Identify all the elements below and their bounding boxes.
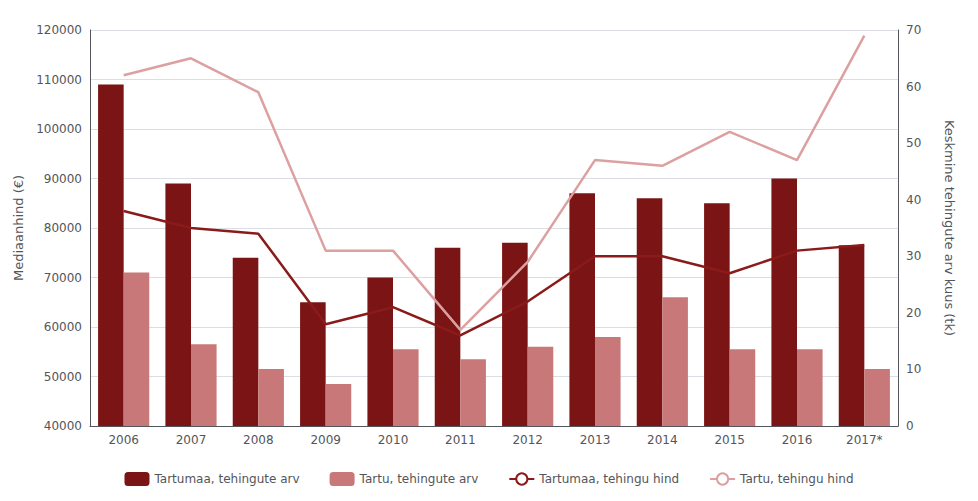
svg-text:Tartu, tehingu hind: Tartu, tehingu hind: [739, 472, 853, 486]
svg-text:2006: 2006: [108, 433, 139, 447]
svg-text:2014: 2014: [647, 433, 678, 447]
svg-text:Tartumaa, tehingute arv: Tartumaa, tehingute arv: [153, 472, 299, 486]
svg-text:Tartumaa, tehingu hind: Tartumaa, tehingu hind: [538, 472, 679, 486]
svg-text:30: 30: [906, 249, 921, 263]
svg-text:60000: 60000: [44, 320, 82, 334]
svg-text:2012: 2012: [512, 433, 543, 447]
svg-text:2007: 2007: [176, 433, 207, 447]
svg-text:2008: 2008: [243, 433, 274, 447]
svg-text:2016: 2016: [782, 433, 813, 447]
svg-text:Mediaanhind (€): Mediaanhind (€): [11, 175, 26, 281]
svg-text:110000: 110000: [36, 73, 82, 87]
svg-text:70000: 70000: [44, 271, 82, 285]
svg-text:2011: 2011: [445, 433, 476, 447]
svg-text:90000: 90000: [44, 172, 82, 186]
svg-text:50000: 50000: [44, 370, 82, 384]
svg-text:70: 70: [906, 23, 921, 37]
svg-text:2017*: 2017*: [846, 433, 883, 447]
svg-text:Tartu, tehingute arv: Tartu, tehingute arv: [359, 472, 479, 486]
svg-text:60: 60: [906, 80, 921, 94]
svg-text:40: 40: [906, 193, 921, 207]
svg-text:0: 0: [906, 419, 914, 433]
svg-text:Keskmine tehingute arv kuus (t: Keskmine tehingute arv kuus (tk): [942, 120, 957, 336]
svg-text:2015: 2015: [714, 433, 745, 447]
svg-text:2010: 2010: [378, 433, 409, 447]
svg-text:2009: 2009: [310, 433, 341, 447]
svg-text:100000: 100000: [36, 122, 82, 136]
svg-text:10: 10: [906, 362, 921, 376]
svg-text:40000: 40000: [44, 419, 82, 433]
svg-text:50: 50: [906, 136, 921, 150]
svg-text:80000: 80000: [44, 221, 82, 235]
svg-text:2013: 2013: [580, 433, 611, 447]
svg-text:20: 20: [906, 306, 921, 320]
svg-text:120000: 120000: [36, 23, 82, 37]
